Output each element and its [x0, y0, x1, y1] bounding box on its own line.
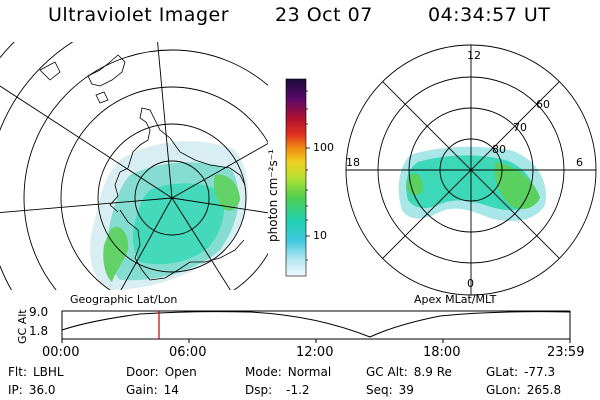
info-glon: GLon: 265.8: [486, 383, 562, 397]
timeline-x-tick-1200: 12:00: [296, 345, 334, 360]
mlat-label-70: 70: [513, 121, 527, 134]
colorbar-ticks: [306, 90, 310, 261]
observation-time: 04:34:57 UT: [428, 4, 551, 26]
timeline-y-axis-label: GC Alt: [16, 309, 29, 344]
geo-lat-circles: [0, 42, 268, 290]
timeline-plot: [61, 310, 571, 343]
timeline-y-tick-top: 9.0: [29, 305, 49, 319]
info-mode: Mode: Normal: [245, 365, 332, 379]
timeline-y-tick-bottom: 1.8: [29, 324, 49, 338]
timeline-x-tick-1800: 18:00: [423, 345, 461, 360]
colorbar-tick-100: 100: [313, 141, 334, 154]
colorbar-tick-10: 10: [313, 229, 327, 242]
timeline-ticks: [61, 339, 571, 343]
mlt-label-12: 12: [467, 49, 481, 62]
info-glat: GLat: -77.3: [486, 365, 556, 379]
colorbar-unit-label: photon cm⁻²s⁻¹: [266, 149, 280, 242]
mlt-label-0: 0: [467, 277, 474, 290]
info-gain: Gain: 14: [126, 383, 179, 397]
mlt-label-6: 6: [576, 156, 583, 169]
timeline-frame: [61, 310, 571, 340]
info-filter: Flt: LBHL: [8, 365, 64, 379]
observation-date: 23 Oct 07: [275, 4, 373, 26]
mlt-label-18: 18: [346, 156, 360, 169]
info-gc-alt: GC Alt: 8.9 Re: [366, 365, 452, 379]
colorbar: [285, 78, 307, 277]
apex-mlt-lines: [346, 45, 596, 295]
geographic-map: [0, 42, 268, 290]
info-seq: Seq: 39: [366, 383, 414, 397]
timeline-x-tick-0000: 00:00: [42, 345, 80, 360]
timeline-x-tick-0600: 06:00: [169, 345, 207, 360]
mlat-label-60: 60: [536, 98, 550, 111]
info-dsp: Dsp: -1.2: [245, 383, 310, 397]
mlat-label-80: 80: [492, 143, 506, 156]
geographic-panel-label: Geographic Lat/Lon: [70, 293, 178, 306]
geo-coastline: [39, 54, 246, 281]
apex-panel-label: Apex MLat/MLT: [414, 293, 497, 306]
info-door: Door: Open: [126, 365, 197, 379]
timeline-x-tick-2359: 23:59: [547, 345, 585, 360]
apex-map: [345, 44, 597, 296]
geo-meridians: [0, 42, 268, 290]
altitude-curve: [61, 311, 571, 338]
apex-aurora-emission: [398, 146, 546, 222]
info-ip: IP: 36.0: [8, 383, 56, 397]
instrument-title: Ultraviolet Imager: [48, 4, 230, 26]
